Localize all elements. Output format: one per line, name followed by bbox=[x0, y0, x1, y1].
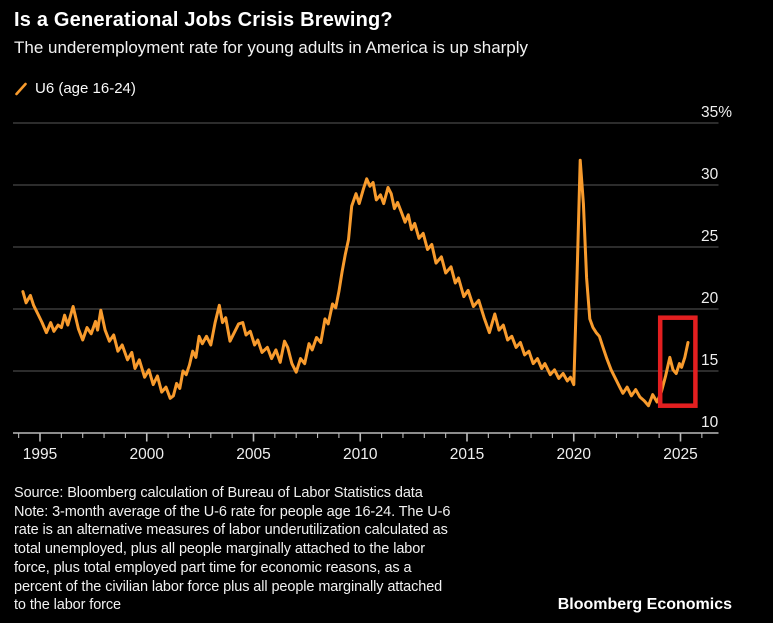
chart-subtitle: The underemployment rate for young adult… bbox=[14, 38, 529, 57]
x-axis-label: 1995 bbox=[23, 446, 57, 463]
x-axis-labels: 1995 2000 2005 2010 2015 2020 2025 bbox=[23, 446, 698, 463]
note-line: Note: 3-month average of the U-6 rate fo… bbox=[14, 503, 451, 520]
y-axis-label: 25 bbox=[701, 228, 718, 245]
x-axis-label: 2025 bbox=[663, 446, 697, 463]
highlight-box bbox=[657, 315, 698, 408]
x-axis-label: 2000 bbox=[130, 446, 165, 463]
x-axis-label: 2010 bbox=[343, 446, 378, 463]
source-note: Source: Bloomberg calculation of Bureau … bbox=[14, 484, 450, 615]
y-axis-label: 35% bbox=[701, 104, 732, 121]
note-line: Source: Bloomberg calculation of Bureau … bbox=[14, 485, 423, 501]
bloomberg-economics-logo: Bloomberg Economics bbox=[557, 596, 732, 613]
gridlines bbox=[13, 122, 719, 372]
y-axis-label: 30 bbox=[701, 166, 719, 183]
legend-series-label: U6 (age 16-24) bbox=[35, 80, 136, 97]
x-axis-label: 2005 bbox=[236, 446, 270, 463]
x-axis bbox=[13, 432, 719, 442]
y-axis-label: 20 bbox=[701, 290, 719, 307]
note-line: rate is an alternative measures of labor… bbox=[14, 522, 448, 539]
u6-data-line bbox=[21, 158, 690, 408]
y-axis-label: 15 bbox=[701, 352, 718, 369]
y-axis-label: 10 bbox=[701, 414, 719, 431]
note-line: total unemployed, plus all people margin… bbox=[14, 541, 425, 558]
note-line: to the labor force bbox=[14, 597, 122, 614]
page-title: Is a Generational Jobs Crisis Brewing? bbox=[14, 9, 393, 31]
x-axis-label: 2020 bbox=[557, 446, 592, 463]
x-axis-label: 2015 bbox=[450, 446, 484, 463]
orange-slash-icon bbox=[14, 82, 28, 96]
note-line: force, plus total employed part time for… bbox=[14, 559, 412, 576]
note-line: percent of the civilian labor force plus… bbox=[14, 578, 443, 595]
chart-legend: U6 (age 16-24) bbox=[14, 80, 136, 97]
y-axis-labels: 35% 30 25 20 15 10 bbox=[701, 104, 732, 431]
